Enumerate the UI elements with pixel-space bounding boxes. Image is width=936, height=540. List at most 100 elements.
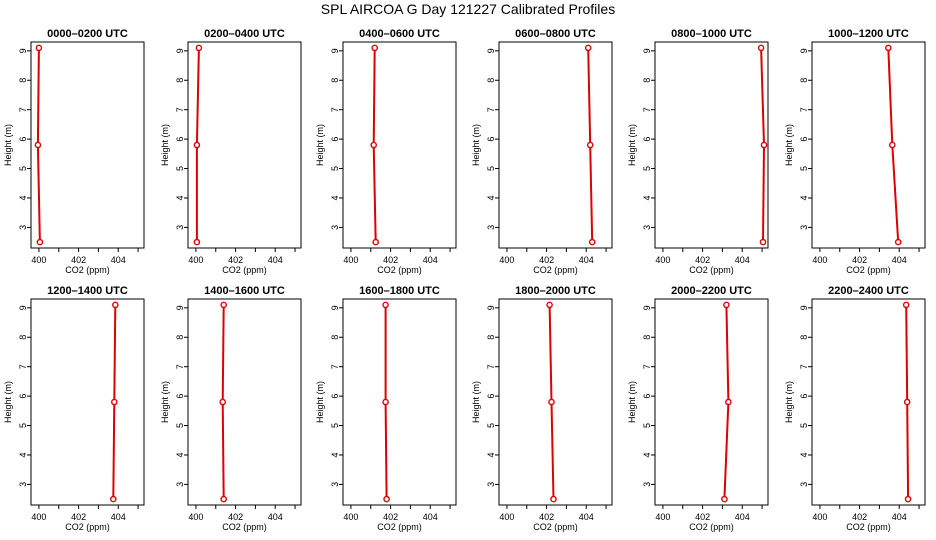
x-tick-label: 400: [812, 255, 827, 265]
y-tick-label: 9: [18, 305, 28, 310]
x-tick-label: 404: [579, 255, 594, 265]
y-tick-label: 6: [799, 394, 809, 399]
y-tick-label: 3: [799, 482, 809, 487]
panel-title: 0800–1000 UTC: [671, 28, 752, 40]
profile-point: [586, 141, 594, 149]
y-tick-label: 9: [799, 48, 809, 53]
y-tick-label: 8: [175, 78, 185, 83]
profile-point: [372, 238, 380, 246]
y-tick-label: 4: [486, 452, 496, 457]
profile-point: [760, 141, 768, 149]
profile-point: [889, 141, 896, 149]
x-tick-label: 404: [111, 255, 126, 265]
profile-point: [757, 44, 765, 52]
y-tick-label: 7: [18, 364, 28, 369]
y-tick-label: 6: [799, 137, 809, 142]
y-tick-label: 5: [18, 166, 28, 171]
y-tick-label: 3: [642, 482, 652, 487]
y-tick-label: 6: [18, 137, 28, 142]
y-tick-label: 9: [486, 48, 496, 53]
panel-title: 0200–0400 UTC: [204, 28, 285, 40]
y-tick-label: 4: [18, 195, 28, 200]
profile-point: [220, 301, 227, 309]
panel-title: 1400–1600 UTC: [204, 285, 285, 297]
panel-title: 0600–0800 UTC: [515, 28, 596, 40]
plot-frame: [342, 298, 457, 506]
x-axis-label: CO2 (ppm): [65, 522, 110, 532]
figure-title: SPL AIRCOA G Day 121227 Calibrated Profi…: [320, 1, 616, 17]
panel-title: 1200–1400 UTC: [47, 285, 128, 297]
x-tick-label: 400: [655, 512, 670, 522]
profile-point: [885, 44, 892, 52]
x-tick-label: 404: [735, 255, 750, 265]
profile-point: [382, 398, 389, 406]
x-tick-label: 402: [852, 512, 867, 522]
x-tick-label: 404: [111, 512, 126, 522]
x-tick-label: 402: [383, 512, 398, 522]
y-axis-label: Height (m): [471, 124, 481, 166]
x-axis-label: CO2 (ppm): [846, 522, 891, 532]
profile-point: [382, 301, 389, 309]
profile-point: [220, 495, 227, 503]
y-tick-label: 5: [330, 423, 340, 428]
x-tick-label: 402: [695, 512, 710, 522]
x-axis-label: CO2 (ppm): [65, 265, 110, 275]
plot-frame: [654, 298, 769, 506]
profile-point: [193, 141, 201, 149]
y-tick-label: 6: [486, 137, 496, 142]
x-tick-label: 402: [852, 255, 867, 265]
x-tick-label: 402: [539, 512, 554, 522]
x-tick-label: 400: [31, 255, 46, 265]
y-tick-label: 6: [330, 394, 340, 399]
profile-point: [548, 398, 555, 406]
y-tick-label: 5: [486, 423, 496, 428]
x-tick-label: 404: [423, 512, 438, 522]
y-tick-label: 8: [799, 335, 809, 340]
profile-point: [34, 141, 42, 149]
profile-point: [195, 44, 203, 52]
x-tick-label: 404: [892, 255, 907, 265]
y-tick-label: 8: [486, 335, 496, 340]
y-tick-label: 9: [175, 48, 185, 53]
x-tick-label: 400: [188, 512, 203, 522]
profile-point: [36, 238, 44, 246]
panel-title: 1000–1200 UTC: [828, 28, 909, 40]
y-tick-label: 8: [175, 335, 185, 340]
y-tick-label: 7: [799, 364, 809, 369]
plot-frame: [498, 41, 613, 249]
y-axis-label: Height (m): [315, 124, 325, 166]
y-tick-label: 4: [642, 195, 652, 200]
plot-frame: [498, 298, 613, 506]
y-tick-label: 8: [330, 335, 340, 340]
x-axis-label: CO2 (ppm): [377, 265, 422, 275]
y-tick-label: 9: [18, 48, 28, 53]
y-tick-label: 6: [175, 137, 185, 142]
plot-frame: [342, 41, 457, 249]
y-tick-label: 3: [175, 225, 185, 230]
x-tick-label: 404: [892, 512, 907, 522]
y-tick-label: 6: [642, 137, 652, 142]
x-tick-label: 402: [71, 255, 86, 265]
profile-point: [35, 44, 43, 52]
y-tick-label: 6: [330, 137, 340, 142]
panel-title: 2200–2400 UTC: [828, 285, 909, 297]
x-axis-label: CO2 (ppm): [533, 265, 578, 275]
y-axis-label: Height (m): [784, 124, 794, 166]
y-tick-label: 5: [330, 166, 340, 171]
plot-frame: [30, 41, 145, 249]
profile-point: [383, 495, 390, 503]
y-tick-label: 3: [18, 482, 28, 487]
y-axis-label: Height (m): [160, 124, 170, 166]
y-tick-label: 8: [18, 78, 28, 83]
y-tick-label: 4: [799, 195, 809, 200]
plot-frame: [811, 298, 926, 506]
x-tick-label: 402: [71, 512, 86, 522]
y-tick-label: 6: [175, 394, 185, 399]
panel-title: 0000–0200 UTC: [47, 28, 128, 40]
plot-frame: [811, 41, 926, 249]
profile-point: [721, 495, 728, 503]
panel-title: 0400–0600 UTC: [359, 28, 440, 40]
